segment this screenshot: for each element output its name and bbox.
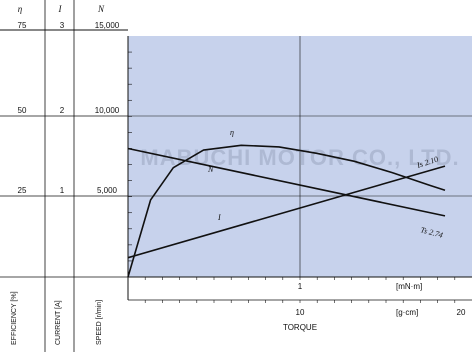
x-tick-20-gcm: 20 [457,308,466,317]
current-tick-3: 3 [60,21,65,30]
left-axis-table [0,0,128,352]
series-line-0 [127,144,446,278]
speed-tick-5000: 5,000 [97,186,118,195]
header-current: I [58,4,63,14]
speed-tick-15000: 15,000 [95,21,120,30]
speed-tick-10000: 10,000 [95,106,120,115]
x-tick-1-mNm: 1 [298,282,303,291]
series-line-2 [127,165,446,259]
current-tick-2: 2 [60,106,65,115]
speed-axis-label: SPEED [r/min] [96,300,103,345]
x-unit-gcm: [g·cm] [396,308,418,317]
header-speed: N [97,4,105,14]
series-label-current: I [217,213,221,222]
efficiency-axis-label: EFFICIENCY [%] [11,291,18,345]
series-label-speed: N [207,165,214,174]
x-axis-label: TORQUE [283,323,317,332]
eta-tick-75: 75 [18,21,27,30]
plot-minor-ticks [128,51,472,303]
eta-tick-50: 50 [18,106,27,115]
current-tick-1: 1 [60,186,65,195]
x-tick-10-gcm: 10 [296,308,305,317]
watermark: MABUCHI MOTOR CO., LTD. [140,145,459,170]
x-unit-mNm: [mN·m] [396,282,422,291]
header-eta: η [18,4,23,14]
series-layer [127,144,446,278]
series-label-eta: η [230,128,234,137]
eta-tick-25: 25 [18,186,27,195]
series-line-1 [127,147,446,217]
current-axis-label: CURRENT [A] [55,300,62,345]
